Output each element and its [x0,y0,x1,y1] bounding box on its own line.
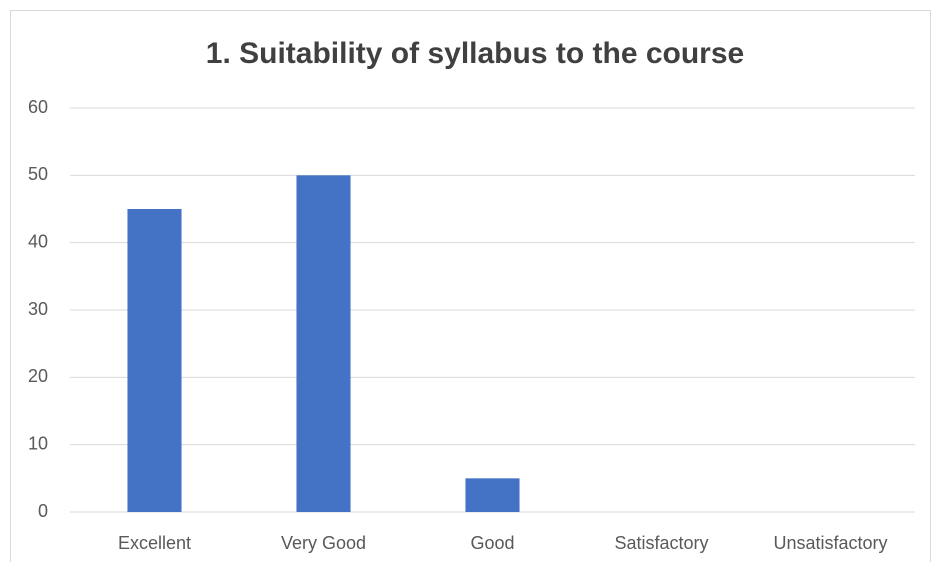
chart-title: 1. Suitability of syllabus to the course [206,37,744,70]
y-tick-label: 0 [38,501,48,521]
x-tick-label: Satisfactory [614,533,708,553]
y-tick-label: 10 [28,433,48,453]
x-tick-label: Excellent [118,533,191,553]
y-tick-label: 20 [28,366,48,386]
y-tick-label: 50 [28,164,48,184]
bar [127,209,182,512]
y-tick-label: 60 [28,97,48,117]
x-tick-label: Good [470,533,514,553]
x-tick-label: Very Good [281,533,366,553]
y-tick-label: 40 [28,231,48,251]
bar [296,175,351,513]
x-tick-label: Unsatisfactory [773,533,887,553]
chart-border [10,10,931,562]
y-tick-label: 30 [28,299,48,319]
bar [465,478,520,512]
